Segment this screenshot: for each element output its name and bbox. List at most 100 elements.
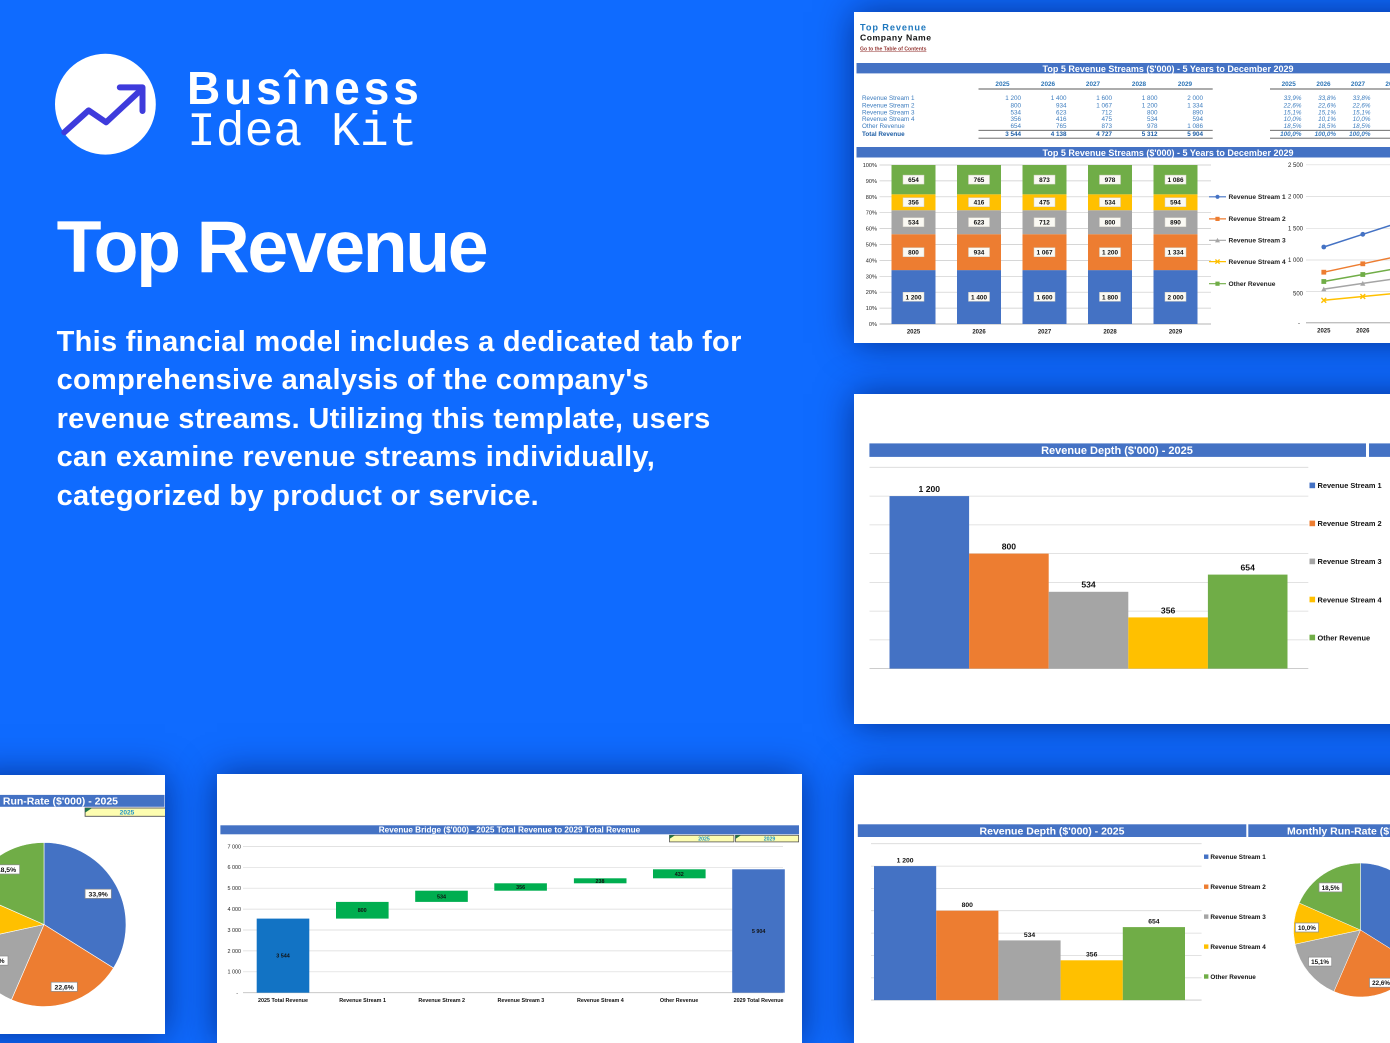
svg-text:1 000: 1 000 [228, 970, 242, 976]
svg-text:5 000: 5 000 [228, 886, 242, 892]
svg-text:22,6%: 22,6% [1352, 102, 1371, 109]
svg-text:Top 5 Revenue Streams ($'000): Top 5 Revenue Streams ($'000) - 5 Years … [1043, 148, 1294, 158]
svg-text:800: 800 [1105, 220, 1116, 227]
svg-text:1 800: 1 800 [1102, 294, 1118, 301]
svg-text:2029: 2029 [1169, 330, 1183, 336]
svg-text:2028: 2028 [1385, 81, 1390, 88]
svg-text:Revenue Stream 2: Revenue Stream 2 [418, 998, 465, 1004]
svg-text:534: 534 [1081, 580, 1096, 590]
svg-text:2027: 2027 [1086, 81, 1101, 88]
svg-text:623: 623 [1056, 109, 1067, 116]
svg-text:1 200: 1 200 [906, 294, 922, 301]
svg-text:873: 873 [1039, 177, 1050, 184]
svg-text:Revenue Stream 1: Revenue Stream 1 [1318, 481, 1382, 490]
svg-text:10,0%: 10,0% [1298, 925, 1316, 932]
svg-text:712: 712 [1039, 220, 1050, 227]
svg-text:33,9%: 33,9% [1284, 95, 1302, 102]
svg-text:534: 534 [1010, 109, 1021, 116]
svg-text:Revenue Stream 2: Revenue Stream 2 [1229, 216, 1287, 223]
svg-text:623: 623 [974, 220, 985, 227]
svg-text:356: 356 [516, 885, 525, 891]
svg-text:534: 534 [908, 220, 919, 227]
svg-text:22,6%: 22,6% [1317, 102, 1336, 109]
svg-text:Other Revenue: Other Revenue [862, 123, 905, 130]
svg-text:2025: 2025 [120, 810, 135, 817]
svg-text:416: 416 [974, 200, 985, 207]
svg-text:Revenue Stream 1: Revenue Stream 1 [862, 95, 915, 102]
svg-text:500: 500 [1293, 291, 1304, 297]
svg-text:15,1%: 15,1% [1311, 959, 1329, 966]
svg-text:Revenue Depth ($'000) - 2025: Revenue Depth ($'000) - 2025 [1041, 445, 1193, 457]
svg-text:-: - [236, 991, 238, 997]
svg-text:2025: 2025 [698, 837, 710, 843]
svg-text:5 904: 5 904 [752, 929, 766, 935]
svg-text:934: 934 [1056, 102, 1067, 109]
svg-text:356: 356 [1086, 952, 1098, 959]
svg-text:40%: 40% [866, 258, 877, 264]
svg-text:Revenue Stream 1: Revenue Stream 1 [1229, 194, 1287, 201]
svg-text:100,0%: 100,0% [1280, 131, 1302, 138]
svg-text:1 067: 1 067 [1096, 102, 1112, 109]
svg-text:Revenue Stream 2: Revenue Stream 2 [862, 102, 915, 109]
svg-text:2 000: 2 000 [228, 949, 242, 955]
svg-text:Monthly Run-Rate ($'000: Monthly Run-Rate ($'000 [1287, 825, 1390, 837]
svg-text:2029 Total Revenue: 2029 Total Revenue [734, 998, 784, 1004]
svg-text:356: 356 [1010, 116, 1021, 123]
svg-text:534: 534 [1024, 932, 1036, 939]
svg-text:Revenue Bridge ($'000) - 2025: Revenue Bridge ($'000) - 2025 Total Reve… [379, 826, 641, 835]
svg-text:Revenue Stream 4: Revenue Stream 4 [1229, 259, 1287, 266]
svg-text:Other Revenue: Other Revenue [1318, 633, 1371, 642]
svg-text:2025: 2025 [907, 330, 921, 336]
svg-text:10,1%: 10,1% [1318, 116, 1336, 123]
svg-text:1 067: 1 067 [1037, 250, 1053, 257]
svg-text:20%: 20% [866, 290, 877, 296]
svg-text:800: 800 [908, 250, 919, 257]
svg-text:712: 712 [1101, 109, 1112, 116]
svg-text:654: 654 [1148, 919, 1160, 926]
svg-text:18,5%: 18,5% [1318, 123, 1336, 130]
svg-text:18,5%: 18,5% [1284, 123, 1302, 130]
svg-text:Revenue Stream 3: Revenue Stream 3 [1229, 238, 1287, 245]
svg-text:18,5%: 18,5% [1322, 885, 1340, 892]
svg-text:800: 800 [1147, 109, 1158, 116]
svg-text:1 800: 1 800 [1142, 95, 1158, 102]
svg-text:873: 873 [1101, 123, 1112, 130]
svg-text:Revenue Stream 3: Revenue Stream 3 [862, 109, 915, 116]
svg-text:Revenue Stream 4: Revenue Stream 4 [862, 116, 915, 123]
svg-text:475: 475 [1039, 200, 1050, 207]
svg-text:33,8%: 33,8% [1353, 95, 1371, 102]
svg-text:934: 934 [974, 250, 985, 257]
svg-text:Revenue Stream 1: Revenue Stream 1 [339, 998, 386, 1004]
svg-text:654: 654 [1010, 123, 1021, 130]
svg-text:10%: 10% [866, 306, 877, 312]
svg-text:978: 978 [1147, 123, 1158, 130]
svg-text:2026: 2026 [972, 330, 986, 336]
svg-text:50%: 50% [866, 243, 877, 249]
svg-text:2026: 2026 [1041, 81, 1056, 88]
svg-text:2029: 2029 [1178, 81, 1193, 88]
svg-text:22,6%: 22,6% [1372, 980, 1390, 987]
svg-text:60%: 60% [866, 227, 877, 233]
svg-text:356: 356 [1161, 605, 1176, 615]
svg-text:475: 475 [1101, 116, 1112, 123]
svg-text:Go to the Table of Contents: Go to the Table of Contents [860, 47, 927, 53]
svg-text:0%: 0% [869, 322, 877, 328]
svg-text:100,0%: 100,0% [1315, 131, 1337, 138]
svg-text:Monthly Run-Rate ($'000) - 202: Monthly Run-Rate ($'000) - 2025 [0, 796, 118, 808]
svg-text:2028: 2028 [1103, 330, 1117, 336]
svg-text:978: 978 [1105, 177, 1116, 184]
svg-text:765: 765 [974, 177, 985, 184]
svg-text:Revenue Depth ($'000) - 2025: Revenue Depth ($'000) - 2025 [980, 825, 1125, 837]
svg-text:Revenue Stream 4: Revenue Stream 4 [577, 998, 624, 1004]
svg-text:30%: 30% [866, 274, 877, 280]
svg-text:18,5%: 18,5% [0, 867, 16, 874]
svg-text:15,1%: 15,1% [1284, 109, 1302, 116]
svg-text:5 904: 5 904 [1187, 131, 1203, 138]
svg-text:2027: 2027 [1038, 330, 1052, 336]
svg-text:Top 5 Revenue Streams ($'000): Top 5 Revenue Streams ($'000) - 5 Years … [1043, 64, 1294, 74]
svg-text:3 000: 3 000 [228, 928, 242, 934]
svg-text:Other Revenue: Other Revenue [660, 998, 698, 1004]
svg-text:15,1%: 15,1% [1318, 109, 1336, 116]
svg-text:356: 356 [908, 200, 919, 207]
svg-text:80%: 80% [866, 195, 877, 201]
